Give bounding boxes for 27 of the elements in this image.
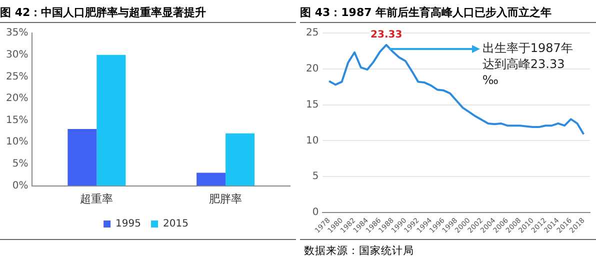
y-tick-label: 0% <box>12 180 28 192</box>
y-tick-label: 10 <box>306 135 319 146</box>
bar <box>196 172 226 186</box>
y-tick-label: 0 <box>312 207 319 218</box>
chart-title: 图 43：1987 年前后生育高峰人口已步入而立之年 <box>300 4 596 23</box>
bar <box>68 129 97 186</box>
x-tick-label: 超重率 <box>80 192 114 206</box>
legend-label: 1995 <box>116 218 142 230</box>
y-tick-label: 5 <box>312 171 319 182</box>
bar <box>226 133 255 186</box>
annotation: 出生率于1987年达到高峰23.33‰ <box>482 41 573 88</box>
bar <box>96 54 126 186</box>
data-label: 23.33 <box>370 30 402 41</box>
y-tick-label: 5% <box>12 158 28 170</box>
y-tick-label: 15% <box>6 114 28 126</box>
y-tick-label: 35% <box>6 28 28 39</box>
y-tick-label: 20 <box>306 63 319 74</box>
y-tick-label: 25% <box>6 71 28 82</box>
source-note: 数据来源：国家统计局 <box>304 245 414 257</box>
y-tick-label: 15 <box>306 99 319 110</box>
chart-title: 图 42：中国人口肥胖率与超重率显著提升 <box>0 4 296 23</box>
y-tick-label: 25 <box>306 28 319 39</box>
legend-label: 2015 <box>163 218 188 230</box>
y-tick-label: 20% <box>6 93 28 104</box>
y-tick-label: 30% <box>6 49 28 60</box>
x-tick-label: 肥胖率 <box>209 192 242 206</box>
y-tick-label: 10% <box>6 136 28 148</box>
